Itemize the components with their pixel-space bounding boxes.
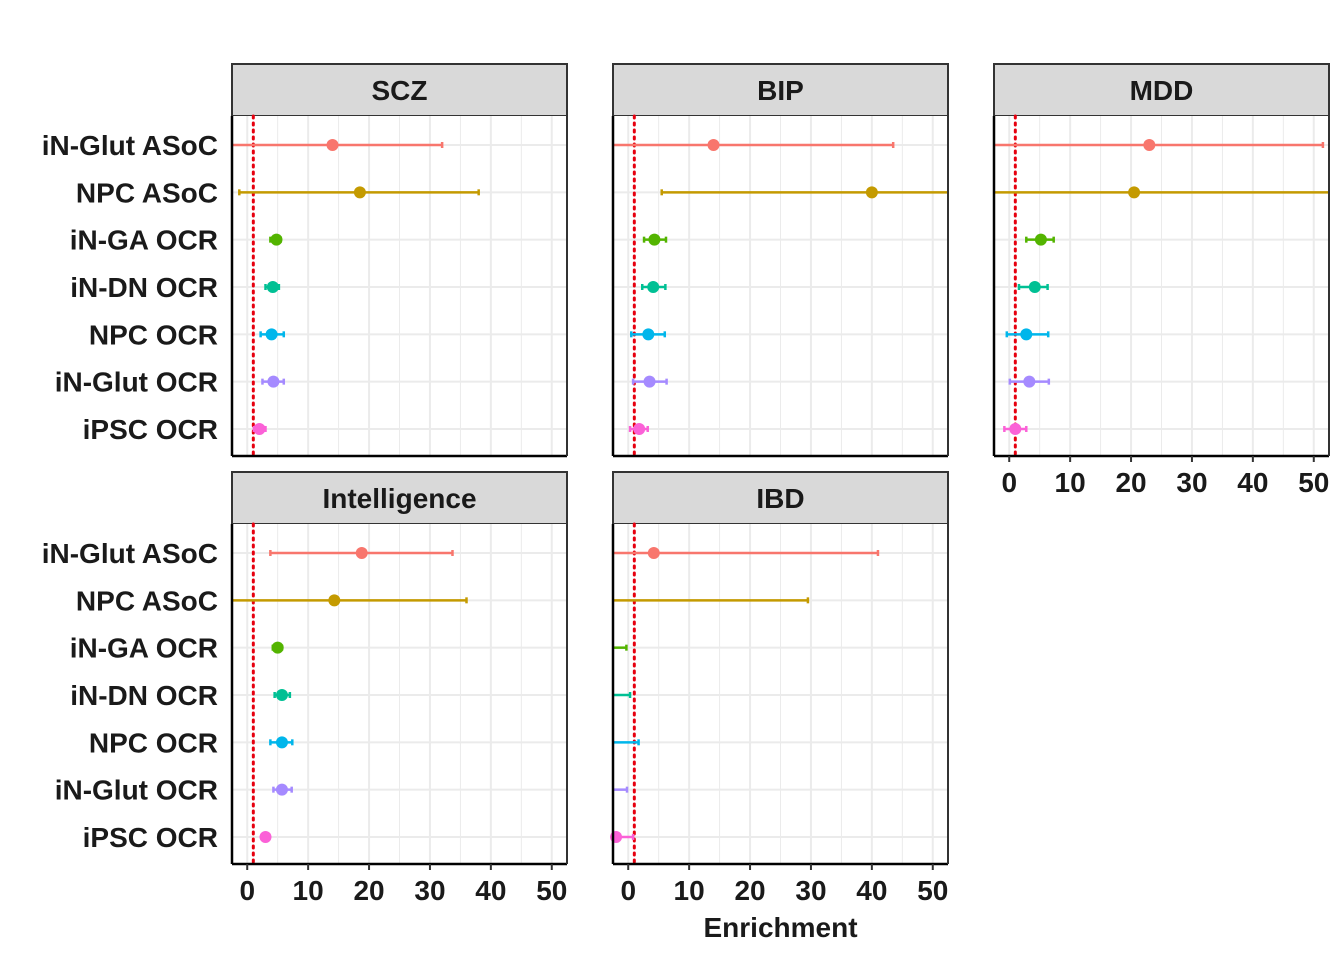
- estimate-point: [275, 688, 288, 701]
- estimate-point: [271, 641, 284, 654]
- facet-strip: [612, 63, 949, 117]
- estimate-point: [1128, 186, 1141, 199]
- x-axis-title: Enrichment: [703, 912, 857, 943]
- x-tick-label: 0: [620, 875, 636, 906]
- estimate-point: [266, 280, 279, 293]
- estimate-point: [275, 783, 288, 796]
- x-tick-label: 30: [414, 875, 445, 906]
- y-tick-label: iN-Glut OCR: [55, 775, 218, 806]
- x-tick-label: 10: [674, 875, 705, 906]
- y-tick-label: iN-Glut OCR: [55, 367, 218, 398]
- x-tick-label: 50: [1298, 467, 1329, 498]
- y-tick-label: NPC OCR: [89, 319, 218, 350]
- facet-strip-label: SCZ: [372, 75, 428, 106]
- estimate-point: [265, 328, 278, 341]
- estimate-point: [355, 547, 368, 559]
- estimate-point: [1009, 422, 1022, 435]
- estimate-point: [648, 233, 661, 246]
- y-tick-label: NPC ASoC: [76, 177, 218, 208]
- estimate-point: [259, 830, 272, 843]
- facet-strip-label: IBD: [756, 483, 804, 514]
- x-tick-label: 30: [1176, 467, 1207, 498]
- estimate-point: [647, 280, 660, 293]
- facet-strip: [231, 63, 568, 117]
- facet-strip-label: BIP: [757, 75, 804, 106]
- estimate-point: [643, 375, 656, 388]
- y-tick-label: iPSC OCR: [83, 822, 218, 853]
- y-tick-label: iPSC OCR: [83, 414, 218, 445]
- panel-mdd: MDD 0 10 20 30 40 50: [992, 63, 1330, 498]
- x-tick-label: 0: [1001, 467, 1017, 498]
- x-tick-label: 30: [795, 875, 826, 906]
- y-tick-label: iN-GA OCR: [70, 225, 218, 256]
- x-tick-label: 10: [1055, 467, 1086, 498]
- estimate-point: [253, 422, 266, 435]
- x-tick-label: 50: [917, 875, 948, 906]
- estimate-point: [642, 328, 655, 341]
- x-tick-label: 0: [239, 875, 255, 906]
- y-tick-label: iN-Glut ASoC: [42, 130, 218, 161]
- y-tick-label: NPC OCR: [89, 727, 218, 758]
- estimate-point: [1034, 233, 1047, 246]
- y-tick-label: iN-DN OCR: [70, 272, 218, 303]
- x-tick-label: 20: [734, 875, 765, 906]
- estimate-point: [633, 422, 646, 435]
- panel-ibd: IBD 0 10 20 30 40 50: [610, 471, 949, 906]
- estimate-point: [647, 547, 660, 559]
- estimate-point: [267, 375, 280, 388]
- estimate-point: [326, 139, 339, 151]
- estimate-point: [1023, 375, 1036, 388]
- estimate-point: [1143, 139, 1156, 151]
- panel-bip: BIP: [611, 63, 949, 458]
- x-tick-label: 40: [475, 875, 506, 906]
- facet-strip-label: MDD: [1130, 75, 1194, 106]
- x-tick-label: 20: [353, 875, 384, 906]
- x-tick-label: 40: [856, 875, 887, 906]
- estimate-point: [353, 186, 366, 199]
- x-tick-label: 10: [293, 875, 324, 906]
- estimate-point: [270, 233, 283, 246]
- facet-strip: [612, 471, 949, 525]
- estimate-point: [707, 139, 720, 151]
- x-tick-label: 40: [1237, 467, 1268, 498]
- estimate-point: [275, 736, 288, 749]
- estimate-point: [328, 594, 341, 607]
- facet-strip-label: Intelligence: [322, 483, 476, 514]
- estimate-point: [1028, 280, 1041, 293]
- x-tick-label: 50: [536, 875, 567, 906]
- panel-intelligence: Intelligence iN-Glut ASoC NPC ASoC iN-GA OC…: [42, 471, 568, 906]
- y-tick-label: iN-Glut ASoC: [42, 538, 218, 569]
- y-tick-label: iN-GA OCR: [70, 633, 218, 664]
- estimate-point: [865, 186, 878, 199]
- y-tick-label: NPC ASoC: [76, 585, 218, 616]
- facet-strip: [231, 471, 568, 525]
- panel-scz: SCZ iN-Glut ASoC NPC ASoC iN-GA OCR iN-DN OC…: [42, 63, 568, 458]
- x-tick-label: 20: [1115, 467, 1146, 498]
- estimate-point: [1020, 328, 1033, 341]
- facet-strip: [993, 63, 1330, 117]
- y-tick-label: iN-DN OCR: [70, 680, 218, 711]
